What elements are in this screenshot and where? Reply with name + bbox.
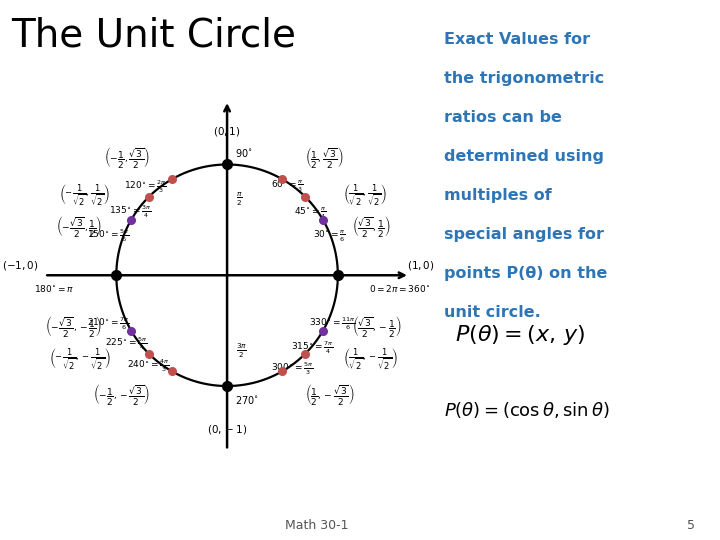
Text: $330^{\circ}=\frac{11\pi}{6}$: $330^{\circ}=\frac{11\pi}{6}$ [309,316,356,332]
Text: $225^{\circ}=\frac{5\pi}{4}$: $225^{\circ}=\frac{5\pi}{4}$ [105,336,148,352]
Text: $120^{\circ}=\frac{2\pi}{3}$: $120^{\circ}=\frac{2\pi}{3}$ [124,178,166,195]
Text: $\left(\dfrac{1}{2},-\dfrac{\sqrt{3}}{2}\right)$: $\left(\dfrac{1}{2},-\dfrac{\sqrt{3}}{2}… [305,382,354,407]
Text: Math 30-1: Math 30-1 [285,519,348,532]
Text: $(0, 1)$: $(0, 1)$ [213,125,241,138]
Text: points P(θ) on the: points P(θ) on the [444,266,607,281]
Text: $\left(\dfrac{1}{\sqrt{2}},\dfrac{1}{\sqrt{2}}\right)$: $\left(\dfrac{1}{\sqrt{2}},\dfrac{1}{\sq… [343,183,387,208]
Text: $(1, 0)$: $(1, 0)$ [407,259,434,272]
Text: $60^{\circ}=\frac{\pi}{3}$: $60^{\circ}=\frac{\pi}{3}$ [271,179,304,194]
Text: $\left(-\dfrac{\sqrt{3}}{2},-\dfrac{1}{2}\right)$: $\left(-\dfrac{\sqrt{3}}{2},-\dfrac{1}{2… [45,314,102,339]
Text: $(0, -1)$: $(0, -1)$ [207,423,247,436]
Text: $240^{\circ}=\frac{4\pi}{3}$: $240^{\circ}=\frac{4\pi}{3}$ [127,358,169,374]
Text: special angles for: special angles for [444,227,603,242]
Text: $\left(\dfrac{1}{\sqrt{2}},-\dfrac{1}{\sqrt{2}}\right)$: $\left(\dfrac{1}{\sqrt{2}},-\dfrac{1}{\s… [343,347,398,372]
Text: ratios can be: ratios can be [444,110,562,125]
Text: $P(\theta) = (\cos\theta,\sin\theta)$: $P(\theta) = (\cos\theta,\sin\theta)$ [444,400,609,421]
Text: $\left(-\dfrac{1}{\sqrt{2}},\dfrac{1}{\sqrt{2}}\right)$: $\left(-\dfrac{1}{\sqrt{2}},\dfrac{1}{\s… [60,183,111,208]
Text: 5: 5 [687,519,695,532]
Text: The Unit Circle: The Unit Circle [11,16,296,54]
Text: $\left(\dfrac{1}{2},\dfrac{\sqrt{3}}{2}\right)$: $\left(\dfrac{1}{2},\dfrac{\sqrt{3}}{2}\… [305,145,343,170]
Text: $P(\theta) = (x,\, y)$: $P(\theta) = (x,\, y)$ [455,323,585,347]
Text: $\frac{3\pi}{2}$: $\frac{3\pi}{2}$ [236,341,247,360]
Text: $210^{\circ}=\frac{7\pi}{6}$: $210^{\circ}=\frac{7\pi}{6}$ [87,316,130,332]
Text: unit circle.: unit circle. [444,305,540,320]
Text: determined using: determined using [444,149,603,164]
Text: $45^{\circ}=\frac{\pi}{4}$: $45^{\circ}=\frac{\pi}{4}$ [294,206,326,221]
Text: $\left(-\dfrac{1}{2},-\dfrac{\sqrt{3}}{2}\right)$: $\left(-\dfrac{1}{2},-\dfrac{\sqrt{3}}{2… [93,382,150,407]
Text: $315^{\circ}=\frac{7\pi}{4}$: $315^{\circ}=\frac{7\pi}{4}$ [292,339,334,355]
Text: $\frac{\pi}{2}$: $\frac{\pi}{2}$ [236,191,243,208]
Text: $\left(\dfrac{\sqrt{3}}{2},-\dfrac{1}{2}\right)$: $\left(\dfrac{\sqrt{3}}{2},-\dfrac{1}{2}… [352,314,402,339]
Text: $\left(-\dfrac{\sqrt{3}}{2},\dfrac{1}{2}\right)$: $\left(-\dfrac{\sqrt{3}}{2},\dfrac{1}{2}… [56,214,102,239]
Text: the trigonometric: the trigonometric [444,71,604,86]
Text: $(-1, 0)$: $(-1, 0)$ [2,259,39,272]
Text: $\left(-\dfrac{1}{2},\dfrac{\sqrt{3}}{2}\right)$: $\left(-\dfrac{1}{2},\dfrac{\sqrt{3}}{2}… [104,145,150,170]
Text: $\left(\dfrac{\sqrt{3}}{2},\dfrac{1}{2}\right)$: $\left(\dfrac{\sqrt{3}}{2},\dfrac{1}{2}\… [352,214,391,239]
Text: multiples of: multiples of [444,188,552,203]
Text: $\left(-\dfrac{1}{\sqrt{2}},-\dfrac{1}{\sqrt{2}}\right)$: $\left(-\dfrac{1}{\sqrt{2}},-\dfrac{1}{\… [49,347,111,372]
Text: $270^{\circ}$: $270^{\circ}$ [235,394,258,407]
Text: $180^{\circ}=\pi$: $180^{\circ}=\pi$ [34,283,74,294]
Text: $90^{\circ}$: $90^{\circ}$ [235,147,253,159]
Text: $135^{\circ}=\frac{3\pi}{4}$: $135^{\circ}=\frac{3\pi}{4}$ [109,204,152,220]
Text: $0=2\pi=360^{\circ}$: $0=2\pi=360^{\circ}$ [369,283,430,294]
Text: $300^{\circ}=\frac{5\pi}{3}$: $300^{\circ}=\frac{5\pi}{3}$ [271,360,314,376]
Text: $30^{\circ}=\frac{\pi}{6}$: $30^{\circ}=\frac{\pi}{6}$ [313,229,346,244]
Text: Exact Values for: Exact Values for [444,32,590,48]
Text: $150^{\circ}=\frac{5\pi}{6}$: $150^{\circ}=\frac{5\pi}{6}$ [87,227,130,244]
